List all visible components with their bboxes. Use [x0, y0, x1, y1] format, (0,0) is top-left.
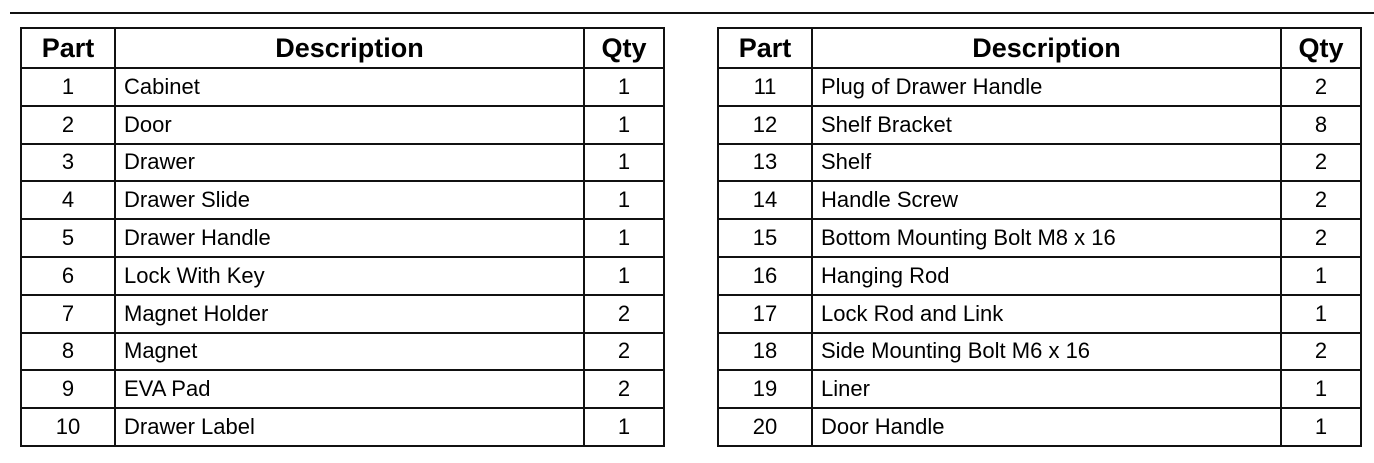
part-qty: 2 — [583, 293, 665, 334]
header-row: Part Description Qty — [717, 27, 1362, 69]
part-description: Lock Rod and Link — [811, 293, 1282, 334]
part-qty: 1 — [1280, 407, 1362, 447]
header-description: Description — [811, 27, 1282, 69]
part-description: Shelf Bracket — [811, 104, 1282, 145]
part-qty: 1 — [583, 180, 665, 221]
parts-table-right: Part Description Qty 11 Plug of Drawer Ha… — [717, 27, 1362, 447]
table-row: 7 Magnet Holder 2 — [20, 293, 665, 334]
part-number: 9 — [20, 369, 116, 410]
header-qty: Qty — [583, 27, 665, 69]
part-number: 16 — [717, 255, 813, 296]
part-qty: 1 — [583, 218, 665, 258]
header-part: Part — [20, 27, 116, 69]
part-qty: 1 — [1280, 255, 1362, 296]
part-description: EVA Pad — [114, 369, 585, 410]
part-number: 13 — [717, 142, 813, 183]
table-row: 1 Cabinet 1 — [20, 67, 665, 107]
part-qty: 2 — [583, 369, 665, 410]
part-description: Liner — [811, 369, 1282, 410]
part-qty: 2 — [583, 331, 665, 372]
header-qty: Qty — [1280, 27, 1362, 69]
parts-table-left: Part Description Qty 1 Cabinet 1 2 Door 1 3 Dra… — [20, 27, 665, 447]
table-row: 13 Shelf 2 — [717, 142, 1362, 183]
part-number: 15 — [717, 218, 813, 258]
part-description: Bottom Mounting Bolt M8 x 16 — [811, 218, 1282, 258]
part-number: 10 — [20, 407, 116, 447]
part-qty: 8 — [1280, 104, 1362, 145]
table-row: 10 Drawer Label 1 — [20, 407, 665, 447]
part-qty: 2 — [1280, 67, 1362, 107]
table-row: 16 Hanging Rod 1 — [717, 255, 1362, 296]
top-divider — [10, 12, 1374, 14]
part-description: Drawer Slide — [114, 180, 585, 221]
table-row: 11 Plug of Drawer Handle 2 — [717, 67, 1362, 107]
part-description: Door Handle — [811, 407, 1282, 447]
table-row: 12 Shelf Bracket 8 — [717, 104, 1362, 145]
part-qty: 1 — [583, 104, 665, 145]
header-row: Part Description Qty — [20, 27, 665, 69]
part-number: 12 — [717, 104, 813, 145]
header-description: Description — [114, 27, 585, 69]
part-description: Shelf — [811, 142, 1282, 183]
part-qty: 2 — [1280, 331, 1362, 372]
part-number: 2 — [20, 104, 116, 145]
part-number: 6 — [20, 255, 116, 296]
table-row: 19 Liner 1 — [717, 369, 1362, 410]
part-number: 19 — [717, 369, 813, 410]
part-number: 17 — [717, 293, 813, 334]
part-number: 3 — [20, 142, 116, 183]
part-qty: 1 — [583, 407, 665, 447]
part-qty: 1 — [1280, 369, 1362, 410]
part-qty: 2 — [1280, 218, 1362, 258]
part-number: 7 — [20, 293, 116, 334]
part-number: 1 — [20, 67, 116, 107]
table-row: 5 Drawer Handle 1 — [20, 218, 665, 258]
part-description: Door — [114, 104, 585, 145]
part-description: Drawer Handle — [114, 218, 585, 258]
part-number: 5 — [20, 218, 116, 258]
part-description: Magnet — [114, 331, 585, 372]
table-row: 15 Bottom Mounting Bolt M8 x 16 2 — [717, 218, 1362, 258]
part-qty: 1 — [1280, 293, 1362, 334]
table-row: 6 Lock With Key 1 — [20, 255, 665, 296]
part-description: Plug of Drawer Handle — [811, 67, 1282, 107]
part-number: 18 — [717, 331, 813, 372]
part-number: 11 — [717, 67, 813, 107]
part-description: Drawer Label — [114, 407, 585, 447]
part-number: 14 — [717, 180, 813, 221]
part-qty: 1 — [583, 255, 665, 296]
table-row: 18 Side Mounting Bolt M6 x 16 2 — [717, 331, 1362, 372]
part-description: Handle Screw — [811, 180, 1282, 221]
part-description: Cabinet — [114, 67, 585, 107]
part-qty: 2 — [1280, 180, 1362, 221]
table-row: 17 Lock Rod and Link 1 — [717, 293, 1362, 334]
part-description: Hanging Rod — [811, 255, 1282, 296]
table-row: 9 EVA Pad 2 — [20, 369, 665, 410]
part-description: Side Mounting Bolt M6 x 16 — [811, 331, 1282, 372]
table-row: 3 Drawer 1 — [20, 142, 665, 183]
table-row: 2 Door 1 — [20, 104, 665, 145]
table-row: 4 Drawer Slide 1 — [20, 180, 665, 221]
part-description: Drawer — [114, 142, 585, 183]
part-number: 20 — [717, 407, 813, 447]
table-row: 20 Door Handle 1 — [717, 407, 1362, 447]
part-description: Magnet Holder — [114, 293, 585, 334]
part-qty: 1 — [583, 67, 665, 107]
part-description: Lock With Key — [114, 255, 585, 296]
table-row: 8 Magnet 2 — [20, 331, 665, 372]
table-row: 14 Handle Screw 2 — [717, 180, 1362, 221]
header-part: Part — [717, 27, 813, 69]
part-number: 4 — [20, 180, 116, 221]
part-qty: 1 — [583, 142, 665, 183]
part-qty: 2 — [1280, 142, 1362, 183]
part-number: 8 — [20, 331, 116, 372]
